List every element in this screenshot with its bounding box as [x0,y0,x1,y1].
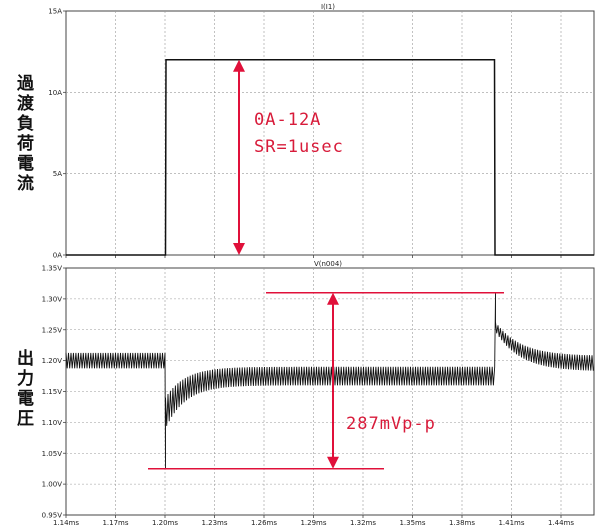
voltage-panel: 0.95V 1.00V 1.05V 1.10V 1.15V 1.20V 1.25V 1.30V… [42,265,595,527]
current-y-tick-label: 0A [53,252,62,260]
current-y-label: 過渡負荷電流 [17,74,35,194]
voltage-y-tick-label: 1.30V [42,295,63,303]
voltage-y-tick-label: 1.35V [42,265,63,273]
voltage-y-tick-label: 0.95V [42,512,63,520]
current-range-label: 0A-12A [254,110,321,130]
voltage-trace [65,292,594,469]
current-annotation: 0A-12A SR=1usec [233,59,344,255]
voltage-y-tick-label: 1.25V [42,326,63,334]
x-tick-label: 1.17ms [102,519,128,527]
x-tick-label: 1.23ms [201,519,227,527]
slew-rate-label: SR=1usec [254,137,344,157]
voltage-panel-title: V(n004) [314,260,342,268]
x-tick-label: 1.14ms [53,519,79,527]
x-tick-label: 1.26ms [251,519,277,527]
current-y-tick-label: 10A [48,89,62,97]
x-tick-label: 1.35ms [399,519,425,527]
x-tick-label: 1.44ms [548,519,574,527]
voltage-annotation: 287mVp-p [148,291,504,470]
svg-text:出力電圧: 出力電圧 [17,348,34,429]
voltage-y-tick-label: 1.05V [42,450,63,458]
current-trace [66,59,594,256]
voltage-y-label: 出力電圧 [17,348,34,429]
current-panel-title: I(I1) [321,3,335,11]
svg-text:過渡負荷電流: 過渡負荷電流 [17,74,35,194]
voltage-y-tick-label: 1.10V [42,419,63,427]
x-tick-label: 1.38ms [449,519,475,527]
current-panel: 0A 5A 10A 15A [48,8,595,260]
ripple-pp-label: 287mVp-p [346,414,436,434]
x-tick-label: 1.20ms [152,519,178,527]
x-tick-label: 1.41ms [498,519,524,527]
current-y-tick-label: 15A [48,8,62,16]
x-tick-label: 1.29ms [300,519,326,527]
current-plot-area [65,10,595,256]
voltage-y-tick-label: 1.20V [42,357,63,365]
voltage-y-tick-label: 1.15V [42,388,63,396]
voltage-y-tick-label: 1.00V [42,481,63,489]
x-tick-label: 1.32ms [350,519,376,527]
current-y-tick-label: 5A [53,170,62,178]
